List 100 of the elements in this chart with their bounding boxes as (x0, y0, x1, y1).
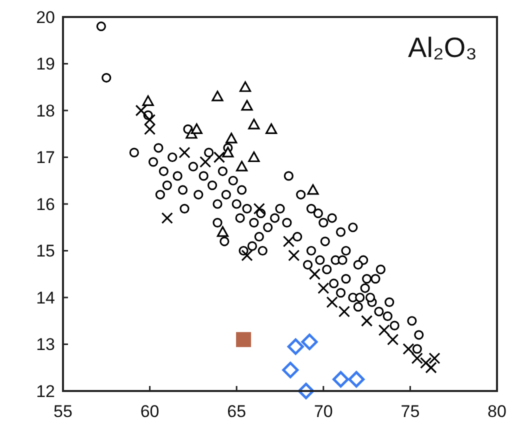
point (155, 190, 166, 200)
y-tick-label: 15 (36, 242, 55, 261)
point (241, 100, 253, 111)
point (362, 274, 372, 284)
point (382, 311, 392, 321)
point (288, 250, 300, 262)
point (235, 213, 245, 223)
x-tick-label: 75 (400, 402, 420, 421)
point (102, 72, 112, 83)
point (287, 338, 304, 355)
point (411, 352, 423, 364)
y-tick-label: 20 (36, 8, 55, 27)
point (360, 283, 370, 293)
point (284, 171, 294, 181)
point (376, 264, 386, 274)
point (348, 371, 365, 388)
point (365, 292, 376, 302)
point (254, 232, 264, 242)
point (212, 218, 222, 228)
point (221, 190, 231, 200)
point (318, 282, 330, 294)
y-tick-label: 14 (36, 288, 55, 308)
point (220, 236, 230, 246)
point (172, 171, 182, 181)
point (241, 250, 253, 262)
y-tick-label: 12 (36, 382, 55, 401)
point (212, 90, 224, 102)
point (341, 246, 351, 256)
point (292, 232, 302, 242)
point (96, 22, 106, 32)
point (329, 278, 339, 288)
point (384, 297, 394, 307)
point (326, 296, 338, 308)
point (129, 148, 139, 158)
point (178, 185, 188, 195)
point (248, 118, 260, 130)
point (308, 268, 321, 280)
point (390, 320, 400, 330)
point (282, 218, 292, 228)
x-tick-label: 55 (54, 402, 72, 421)
point (236, 332, 252, 348)
point (282, 362, 299, 378)
point (142, 95, 154, 106)
x-tick-label: 80 (488, 402, 506, 421)
point (332, 371, 350, 388)
point (190, 123, 202, 134)
point (263, 222, 273, 232)
y-tick-label: 16 (36, 194, 55, 214)
y-tick-label: 17 (36, 148, 55, 168)
point (336, 227, 346, 237)
point (341, 274, 351, 284)
text: Al₂O₃ (408, 32, 477, 63)
point (239, 81, 252, 92)
point (313, 208, 323, 218)
point (353, 260, 363, 270)
point (338, 255, 348, 265)
point (318, 218, 328, 228)
point (178, 146, 190, 158)
x-tick-label: 60 (140, 402, 160, 421)
point (414, 330, 424, 340)
point (135, 104, 147, 116)
point (275, 204, 285, 214)
point (226, 132, 238, 144)
point (306, 246, 316, 256)
point (306, 204, 316, 214)
point (249, 218, 259, 228)
point (338, 306, 350, 318)
point (216, 226, 229, 237)
x-tick-label: 70 (314, 402, 333, 421)
point (213, 151, 226, 164)
point (253, 202, 265, 214)
point (162, 180, 172, 190)
point (307, 184, 319, 195)
point (355, 292, 365, 302)
point (270, 213, 280, 223)
point (387, 334, 399, 346)
point (412, 344, 422, 354)
point (218, 166, 228, 176)
point (361, 315, 373, 327)
point (322, 264, 332, 274)
point (248, 151, 260, 162)
point (222, 146, 234, 158)
point (302, 260, 313, 270)
point (407, 316, 417, 326)
point (336, 288, 346, 298)
point (232, 199, 242, 209)
point (320, 236, 330, 246)
point (353, 302, 363, 312)
point (370, 274, 380, 284)
x-tick-label: 65 (227, 402, 246, 421)
point (420, 357, 432, 369)
point (237, 185, 247, 195)
point (327, 213, 337, 223)
point (258, 246, 268, 256)
point (315, 255, 325, 265)
point (200, 156, 212, 168)
y-tick-label: 13 (36, 335, 55, 354)
point (402, 343, 414, 355)
point (194, 190, 204, 200)
point (301, 334, 318, 350)
